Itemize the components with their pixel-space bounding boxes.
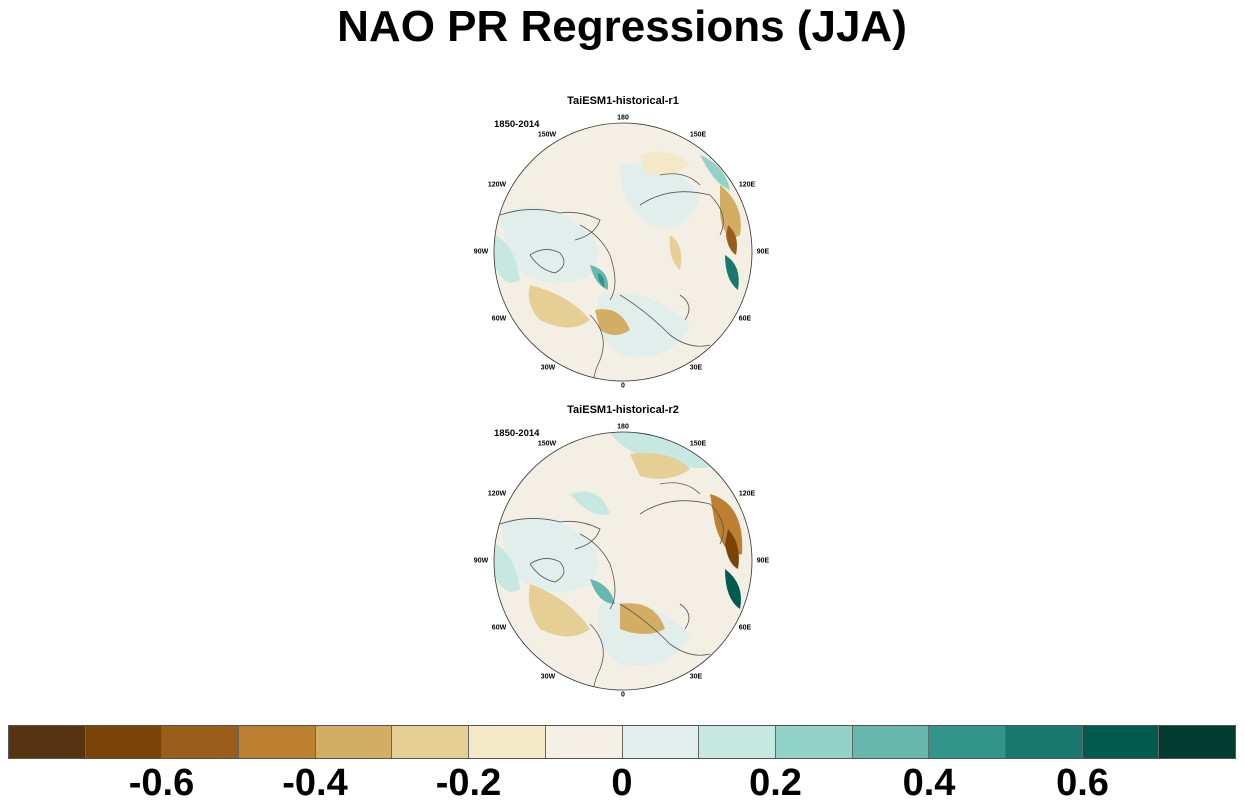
lon-label-60e: 60E [738, 624, 752, 632]
colorbar-tick-label: 0 [611, 762, 633, 804]
colorbar [8, 725, 1236, 759]
lon-label-150e: 150E [689, 131, 707, 139]
lon-label-120w: 120W [487, 490, 507, 498]
colorbar-swatch [85, 726, 163, 758]
lon-label-180: 180 [617, 114, 629, 122]
lon-label-90e: 90E [756, 248, 770, 256]
polar-map [493, 122, 753, 382]
lon-label-150w: 150W [537, 131, 557, 139]
lon-label-90w: 90W [473, 557, 489, 565]
colorbar-swatch [929, 726, 1006, 758]
figure-title: NAO PR Regressions (JJA) [337, 2, 907, 51]
colorbar-swatch [315, 726, 393, 758]
lon-label-120e: 120E [738, 181, 756, 189]
lon-label-30e: 30E [689, 673, 703, 681]
colorbar-swatch [9, 726, 86, 758]
lon-label-90w: 90W [473, 248, 489, 256]
lon-label-0: 0 [621, 691, 625, 699]
panel-years: 1850-2014 [494, 428, 540, 439]
panel-years: 1850-2014 [494, 119, 540, 130]
colorbar-tick-label: 0.4 [902, 762, 956, 804]
lon-label-30w: 30W [540, 673, 556, 681]
colorbar-swatch [392, 726, 470, 758]
lon-label-60w: 60W [491, 315, 507, 323]
colorbar-swatch [699, 726, 776, 758]
map-panel-r2: TaiESM1-historical-r2 1850-2014 [470, 404, 780, 704]
lon-label-30e: 30E [689, 364, 703, 372]
colorbar-swatch [1005, 726, 1083, 758]
colorbar-swatch [1082, 726, 1160, 758]
colorbar-swatch [622, 726, 700, 758]
lon-label-150e: 150E [689, 440, 707, 448]
lon-label-150w: 150W [537, 440, 557, 448]
lon-label-60w: 60W [491, 624, 507, 632]
colorbar-swatch [239, 726, 316, 758]
map-panel-r1: TaiESM1-historical-r1 1850-2014 [470, 95, 780, 395]
polar-map [493, 431, 753, 691]
colorbar-swatch [545, 726, 623, 758]
colorbar-swatch [852, 726, 930, 758]
colorbar-swatch [1159, 726, 1235, 758]
lon-label-30w: 30W [540, 364, 556, 372]
colorbar-tick-label: 0.2 [749, 762, 802, 804]
colorbar-tick-label: -0.2 [435, 762, 502, 804]
colorbar-tick-label: 0.6 [1056, 762, 1109, 804]
panel-title: TaiESM1-historical-r1 [567, 95, 679, 107]
colorbar-swatch [469, 726, 546, 758]
panel-title: TaiESM1-historical-r2 [567, 404, 679, 416]
colorbar-swatch [775, 726, 853, 758]
colorbar-tick-label: -0.4 [282, 762, 348, 804]
colorbar-swatch [162, 726, 240, 758]
lon-label-90e: 90E [756, 557, 770, 565]
colorbar-tick-label: -0.6 [128, 762, 195, 804]
lon-label-60e: 60E [738, 315, 752, 323]
lon-label-120w: 120W [487, 181, 507, 189]
lon-label-0: 0 [621, 382, 625, 390]
lon-label-180: 180 [617, 423, 629, 431]
lon-label-120e: 120E [738, 490, 756, 498]
